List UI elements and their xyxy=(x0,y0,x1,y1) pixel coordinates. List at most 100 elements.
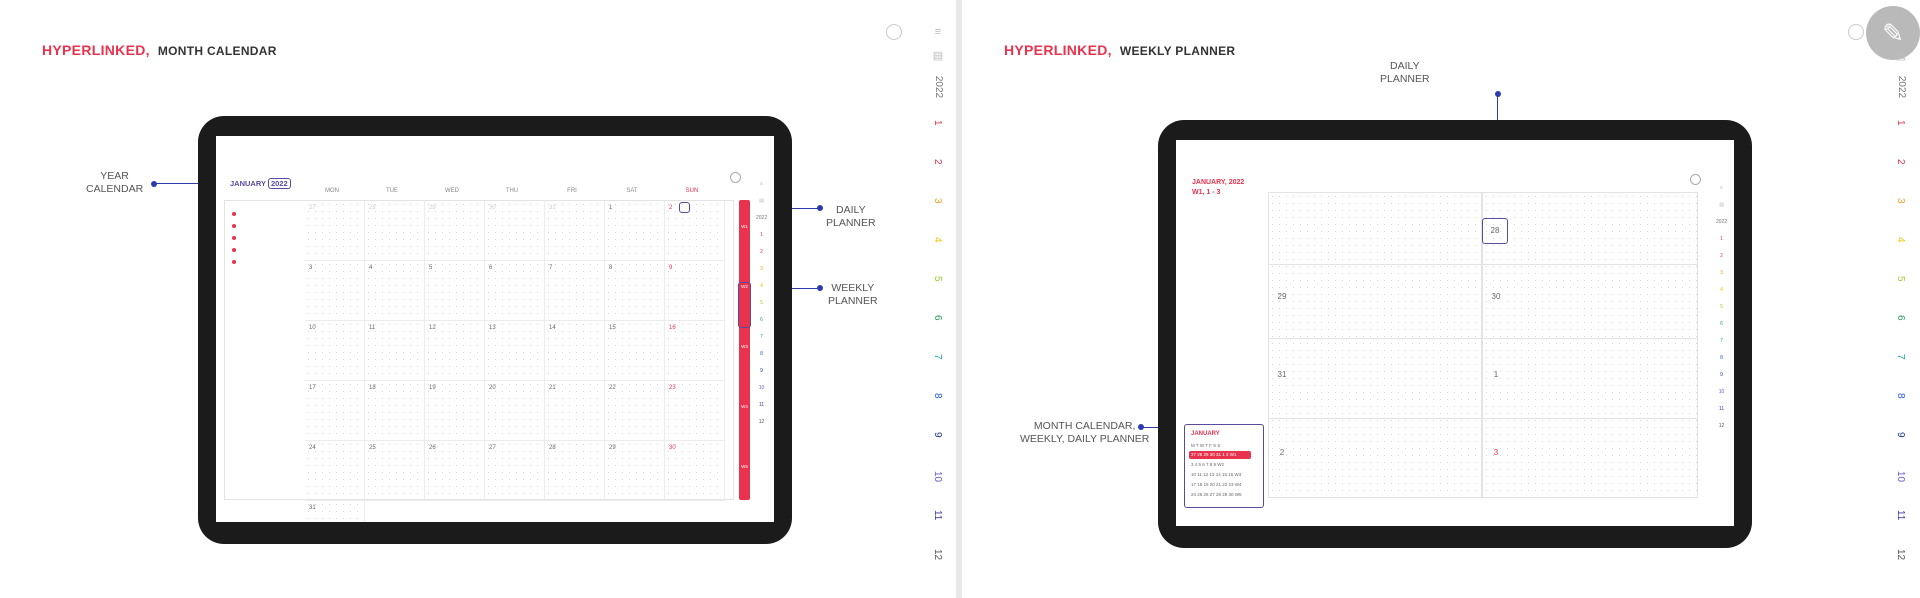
month-tab-11[interactable]: 11 xyxy=(932,509,944,521)
day-cell[interactable]: 25 xyxy=(365,441,425,501)
week-header: JANUARY, 2022 W1, 1 - 3 xyxy=(1192,178,1244,198)
day-cell[interactable]: 26 xyxy=(425,441,485,501)
month-tab-11[interactable]: 11 xyxy=(1895,509,1907,521)
month-tab-9[interactable]: 9 xyxy=(932,431,944,438)
week-tab-w1[interactable]: W1 xyxy=(741,224,748,229)
week-range: W1, 1 - 3 xyxy=(1192,189,1221,196)
weekday-sun: SUN xyxy=(685,188,699,194)
day-cell[interactable]: 28 xyxy=(365,201,425,261)
month-tab-6[interactable]: 6 xyxy=(1895,314,1907,321)
annotation-dot xyxy=(817,205,823,211)
day-30[interactable]: 30 xyxy=(1491,292,1501,301)
week-tab-w5[interactable]: W5 xyxy=(741,464,748,469)
settings-icon[interactable] xyxy=(1848,24,1864,40)
day-31[interactable]: 31 xyxy=(1277,370,1287,379)
day-cell[interactable]: 28 xyxy=(545,441,605,501)
month-tab-9[interactable]: 9 xyxy=(1895,431,1907,438)
year-tab[interactable]: 2022 xyxy=(1896,75,1907,99)
day-29[interactable]: 29 xyxy=(1277,292,1287,301)
month-label[interactable]: JANUARY 2022 xyxy=(230,178,291,189)
notes-icon[interactable]: ▤ xyxy=(1895,50,1907,62)
day-cell[interactable]: 10 xyxy=(305,321,365,381)
day-cell[interactable]: 30 xyxy=(485,201,545,261)
day-cell[interactable]: 8 xyxy=(605,261,665,321)
week-tab-w4[interactable]: W4 xyxy=(741,404,748,409)
weekday-wed: WED xyxy=(445,188,459,194)
pencil-icon[interactable]: ✎ xyxy=(1866,6,1920,60)
year-link[interactable]: 2022 xyxy=(267,178,291,189)
right-panel: HYPERLINKED, WEEKLY PLANNER ✎ DAILY PLANN… xyxy=(962,0,1920,598)
menu-icon[interactable]: ≡ xyxy=(1897,26,1905,38)
day-cell[interactable]: 6 xyxy=(485,261,545,321)
week-column-right xyxy=(1482,192,1698,498)
day-cell[interactable]: 4 xyxy=(365,261,425,321)
day-28[interactable]: 28 xyxy=(1490,226,1500,235)
day-cell[interactable]: 14 xyxy=(545,321,605,381)
month-link[interactable]: JANUARY, 2022 xyxy=(1192,179,1245,186)
month-tab-7[interactable]: 7 xyxy=(932,353,944,360)
day-cell[interactable]: 15 xyxy=(605,321,665,381)
day-cell[interactable]: 31 xyxy=(545,201,605,261)
day-cell[interactable]: 11 xyxy=(365,321,425,381)
week-tab-w2[interactable]: W2 xyxy=(741,284,748,289)
day-cell[interactable]: 23 xyxy=(665,381,725,441)
divider xyxy=(1268,418,1698,419)
month-tab-6[interactable]: 6 xyxy=(932,314,944,321)
day-cell[interactable]: 13 xyxy=(485,321,545,381)
day-cell[interactable]: 20 xyxy=(485,381,545,441)
day-cell[interactable]: 31 xyxy=(305,501,365,522)
day-1[interactable]: 1 xyxy=(1493,370,1499,379)
month-tab-10[interactable]: 10 xyxy=(932,470,944,483)
month-tab-8[interactable]: 8 xyxy=(932,392,944,399)
month-tab-12[interactable]: 12 xyxy=(932,548,944,561)
week-tab-w3[interactable]: W3 xyxy=(741,344,748,349)
day-cell[interactable]: 9 xyxy=(665,261,725,321)
day-cell[interactable]: 29 xyxy=(425,201,485,261)
month-tab-4[interactable]: 4 xyxy=(932,236,944,243)
settings-icon[interactable] xyxy=(886,24,902,40)
day-cell[interactable]: 5 xyxy=(425,261,485,321)
notes-icon[interactable]: ▤ xyxy=(932,50,944,62)
day-cell[interactable]: 19 xyxy=(425,381,485,441)
month-tab-1[interactable]: 1 xyxy=(932,119,944,126)
mini-month-calendar[interactable]: JANUARY M T W T F S S 27 28 29 30 31 1 2… xyxy=(1184,424,1264,508)
menu-icon[interactable]: ≡ xyxy=(934,26,942,38)
note-dot xyxy=(232,212,236,216)
month-tab-2[interactable]: 2 xyxy=(932,158,944,165)
day-cell[interactable]: 1 xyxy=(605,201,665,261)
month-tab-2[interactable]: 2 xyxy=(1895,158,1907,165)
month-tab-3[interactable]: 3 xyxy=(932,197,944,204)
day-cell[interactable]: 12 xyxy=(425,321,485,381)
day-cell[interactable]: 27 xyxy=(305,201,365,261)
month-tab-3[interactable]: 3 xyxy=(1895,197,1907,204)
day-cell[interactable]: 21 xyxy=(545,381,605,441)
day-cell[interactable]: 27 xyxy=(485,441,545,501)
month-tab-10[interactable]: 10 xyxy=(1895,470,1907,483)
day-cell[interactable]: 2 xyxy=(665,201,725,261)
month-tab-12[interactable]: 12 xyxy=(1895,548,1907,561)
month-tab-4[interactable]: 4 xyxy=(1895,236,1907,243)
day-2[interactable]: 2 xyxy=(1279,448,1285,457)
day-cell[interactable]: 30 xyxy=(665,441,725,501)
week-tabs[interactable]: W1 W2 W3 W4 W5 xyxy=(739,200,750,500)
month-tab-5[interactable]: 5 xyxy=(1895,275,1907,282)
month-tab-5[interactable]: 5 xyxy=(932,275,944,282)
day-cell[interactable]: 17 xyxy=(305,381,365,441)
day-cell[interactable]: 29 xyxy=(605,441,665,501)
day-cell[interactable]: 3 xyxy=(305,261,365,321)
settings-icon[interactable] xyxy=(730,172,741,183)
settings-icon[interactable] xyxy=(1690,174,1701,185)
day-cell[interactable]: 22 xyxy=(605,381,665,441)
day-cell[interactable]: 7 xyxy=(545,261,605,321)
tablet-month: JANUARY 2022 27 28 29 30 31 1 2 3 4 5 6 7 8 9 10 11 12 13… xyxy=(198,116,792,544)
month-tab-1[interactable]: 1 xyxy=(1895,119,1907,126)
page-title: HYPERLINKED, WEEKLY PLANNER xyxy=(1004,42,1236,58)
month-tab-7[interactable]: 7 xyxy=(1895,353,1907,360)
daily-link-highlight[interactable] xyxy=(1482,218,1508,244)
day-cell[interactable]: 24 xyxy=(305,441,365,501)
year-tab[interactable]: 2022 xyxy=(933,75,944,99)
day-cell[interactable]: 16 xyxy=(665,321,725,381)
month-tab-8[interactable]: 8 xyxy=(1895,392,1907,399)
day-cell[interactable]: 18 xyxy=(365,381,425,441)
day-3[interactable]: 3 xyxy=(1493,448,1499,457)
